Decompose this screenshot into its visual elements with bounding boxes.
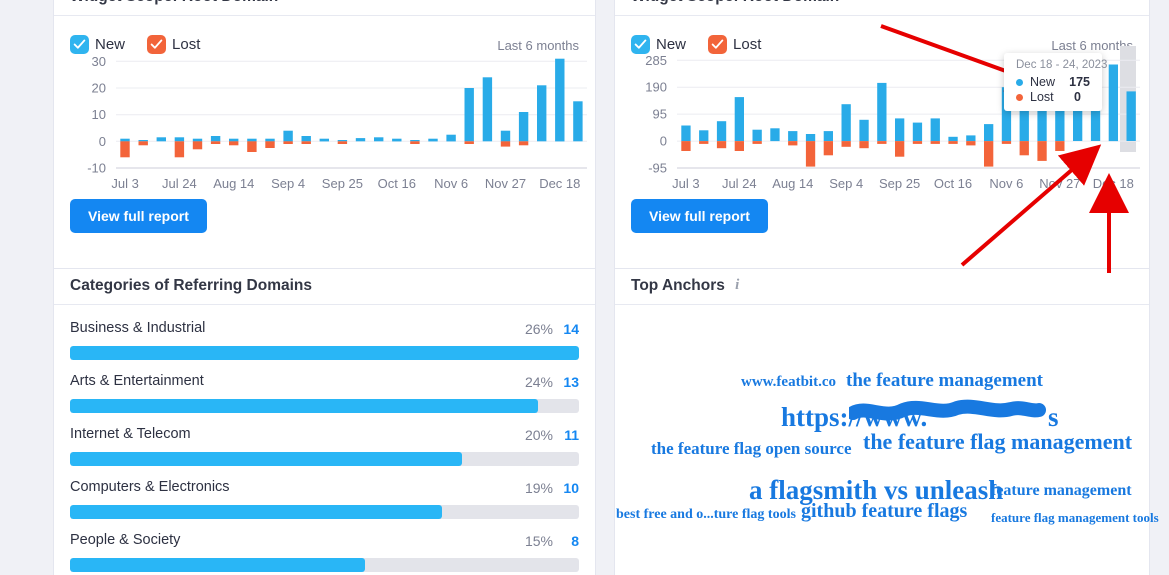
svg-text:Sep 25: Sep 25: [879, 176, 920, 191]
svg-text:Jul 24: Jul 24: [162, 176, 197, 191]
svg-text:95: 95: [653, 107, 667, 122]
svg-text:Oct 16: Oct 16: [934, 176, 972, 191]
svg-text:-95: -95: [648, 161, 667, 176]
svg-text:Nov 6: Nov 6: [434, 176, 468, 191]
svg-text:20: 20: [92, 81, 106, 96]
svg-text:Dec 18: Dec 18: [539, 176, 580, 191]
svg-text:10: 10: [92, 107, 106, 122]
svg-text:Dec 18: Dec 18: [1093, 176, 1134, 191]
svg-text:Aug 14: Aug 14: [772, 176, 813, 191]
svg-text:0: 0: [99, 134, 106, 149]
svg-text:Jul 3: Jul 3: [111, 176, 138, 191]
svg-text:-10: -10: [87, 161, 106, 176]
svg-text:Sep 4: Sep 4: [829, 176, 863, 191]
svg-text:Sep 4: Sep 4: [271, 176, 305, 191]
svg-text:Nov 27: Nov 27: [485, 176, 526, 191]
svg-text:0: 0: [660, 134, 667, 149]
svg-text:Nov 27: Nov 27: [1039, 176, 1080, 191]
svg-text:Oct 16: Oct 16: [378, 176, 416, 191]
svg-text:Jul 3: Jul 3: [672, 176, 699, 191]
svg-text:285: 285: [645, 53, 667, 68]
svg-text:Sep 25: Sep 25: [322, 176, 363, 191]
svg-text:190: 190: [645, 80, 667, 95]
svg-text:Nov 6: Nov 6: [989, 176, 1023, 191]
svg-text:30: 30: [92, 54, 106, 69]
svg-text:Jul 24: Jul 24: [722, 176, 757, 191]
svg-text:Aug 14: Aug 14: [213, 176, 254, 191]
